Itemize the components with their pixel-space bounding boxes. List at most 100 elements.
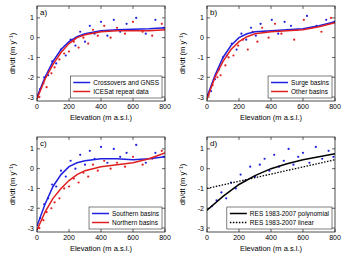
y-tick [162, 57, 165, 58]
y-tick [332, 228, 335, 229]
point [110, 168, 112, 170]
y-tick [37, 17, 40, 18]
point [55, 62, 57, 64]
point [100, 146, 102, 148]
y-tick [207, 168, 210, 169]
x-axis-label: Elevation (m a.s.l.) [70, 113, 133, 122]
point [113, 19, 115, 21]
point [325, 19, 327, 21]
x-tick [271, 98, 272, 101]
data [207, 15, 335, 99]
point [154, 152, 156, 154]
legend-label: Other basins [291, 88, 329, 95]
point [132, 156, 134, 158]
y-axis-label: dh/dt (m y⁻¹) [178, 32, 187, 74]
plot-background [37, 6, 165, 101]
point [250, 27, 252, 29]
point [274, 23, 276, 25]
point [321, 158, 323, 160]
point [78, 181, 80, 183]
x-tick [133, 6, 134, 9]
legend-box [70, 76, 162, 98]
y-tick [37, 208, 40, 209]
y-tick [37, 148, 40, 149]
panel: 0200400600800-3-2-101b)Elevation (m a.s.… [178, 6, 341, 122]
point [290, 25, 292, 27]
legend-swatch [230, 213, 247, 215]
y-tick [207, 228, 210, 229]
panel: 0200400600800-3-2-101c)Elevation (m a.s.… [8, 137, 171, 253]
line [37, 28, 165, 97]
y-tick [207, 17, 210, 18]
panel: 0200400600800-3-2-101a)Elevation (m a.s.… [8, 6, 171, 122]
point [240, 174, 242, 176]
point [220, 191, 222, 193]
point [54, 66, 56, 68]
point [84, 41, 86, 43]
y-tick [162, 17, 165, 18]
legend-swatch [92, 222, 109, 224]
point [50, 207, 52, 209]
point [100, 21, 102, 23]
point [119, 156, 121, 158]
y-tick-label: 0 [30, 165, 34, 172]
point [58, 197, 60, 199]
legend-label: RES 1983-2007 polynomial [250, 210, 330, 218]
y-tick [37, 57, 40, 58]
y-axis-label: dh/dt (m y⁻¹) [8, 32, 17, 74]
y-tick [162, 148, 165, 149]
point [55, 185, 57, 187]
y-tick-label: 1 [30, 145, 34, 152]
point [245, 39, 247, 41]
point [232, 54, 234, 56]
y-tick [332, 17, 335, 18]
point [303, 19, 305, 21]
x-tick-label: 400 [265, 103, 277, 110]
plot-frame [37, 6, 165, 101]
y-tick-label: -3 [28, 94, 34, 101]
x-tick [239, 229, 240, 232]
y-tick-label: -3 [198, 94, 204, 101]
x-tick-label: 200 [63, 103, 75, 110]
x-tick [271, 6, 272, 9]
x-tick [69, 229, 70, 232]
y-tick [162, 188, 165, 189]
x-tick [101, 98, 102, 101]
y-tick [332, 148, 335, 149]
point [124, 33, 126, 35]
line [207, 23, 335, 99]
plot-frame [207, 137, 335, 232]
point [228, 56, 230, 58]
plot-background [37, 137, 165, 232]
x-tick-label: 600 [297, 103, 309, 110]
point [87, 43, 89, 45]
point [259, 164, 261, 166]
y-tick-label: -2 [28, 74, 34, 81]
y-tick-label: 0 [200, 34, 204, 41]
x-tick [303, 229, 304, 232]
x-tick-label: 800 [329, 103, 341, 110]
x-tick [101, 229, 102, 232]
x-tick [69, 137, 70, 140]
x-tick-label: 400 [265, 234, 277, 241]
y-tick-label: -2 [198, 74, 204, 81]
point [161, 150, 163, 152]
y-tick [162, 228, 165, 229]
y-tick [332, 37, 335, 38]
line [207, 160, 335, 189]
point [256, 41, 258, 43]
point [284, 21, 286, 23]
point [63, 52, 65, 54]
x-tick-label: 400 [95, 234, 107, 241]
point [79, 154, 81, 156]
x-tick-label: 800 [159, 234, 171, 241]
point [74, 44, 76, 46]
point [216, 76, 218, 78]
x-tick-label: 0 [35, 103, 39, 110]
panel-label: d) [210, 139, 217, 148]
point [288, 148, 290, 150]
point [328, 150, 330, 152]
x-tick [101, 6, 102, 9]
point [106, 35, 108, 37]
point [135, 17, 137, 19]
